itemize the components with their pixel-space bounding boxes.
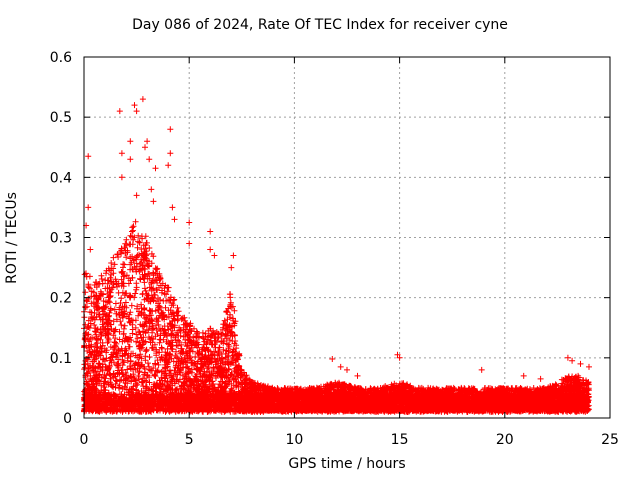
y-tick-label: 0.2 — [50, 291, 72, 307]
chart-title: Day 086 of 2024, Rate Of TEC Index for r… — [132, 17, 508, 33]
axis-ticks: 0 5 10 15 20 25 0 0.1 0.2 0.3 0.4 0.5 0.6 — [50, 50, 619, 448]
y-tick-label: 0.4 — [50, 170, 72, 186]
y-tick-label: 0.3 — [50, 231, 72, 247]
y-axis-label: ROTI / TECUs — [4, 192, 20, 284]
x-tick-label: 10 — [285, 432, 303, 448]
x-tick-label: 0 — [80, 432, 89, 448]
data-points — [81, 96, 592, 415]
y-tick-label: 0.1 — [50, 351, 72, 367]
x-axis-label: GPS time / hours — [288, 456, 406, 472]
y-tick-label: 0.5 — [50, 110, 72, 126]
grid — [84, 57, 610, 418]
x-tick-label: 25 — [601, 432, 619, 448]
x-tick-label: 15 — [391, 432, 409, 448]
plot-frame — [83, 56, 611, 419]
y-tick-label: 0 — [63, 411, 72, 427]
y-tick-label: 0.6 — [50, 50, 72, 66]
x-tick-label: 20 — [496, 432, 514, 448]
roti-series-markers — [81, 96, 592, 415]
x-tick-label: 5 — [185, 432, 194, 448]
